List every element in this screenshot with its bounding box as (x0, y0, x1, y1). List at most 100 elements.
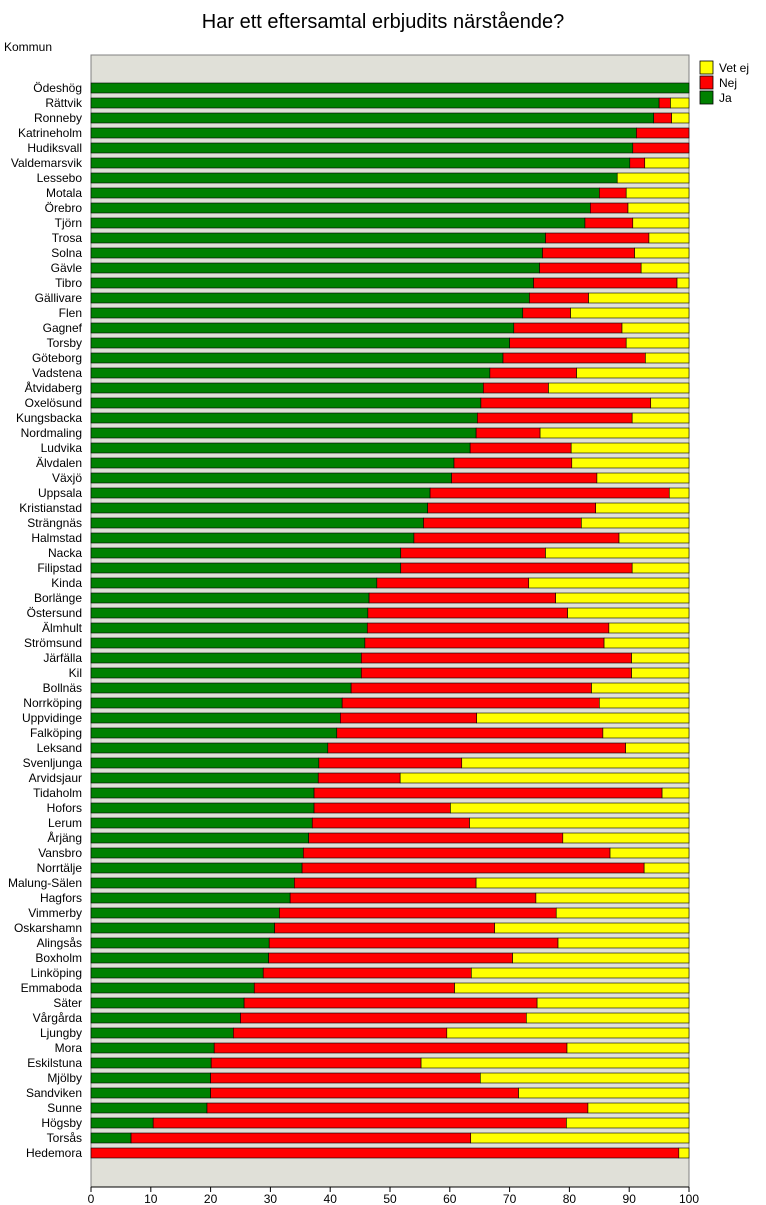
bar-ja (90, 382, 484, 394)
bar-nej (262, 967, 472, 979)
bar-ja (90, 907, 280, 919)
bar-vet-ej (535, 892, 690, 904)
category-label: Tibro (55, 276, 82, 290)
x-tick-label: 70 (503, 1192, 517, 1205)
category-label: Borlänge (34, 591, 82, 605)
bar-nej (213, 1042, 568, 1054)
bar-ja (90, 832, 309, 844)
category-label: Filipstad (37, 561, 82, 575)
bar-nej (243, 997, 538, 1009)
bar-nej (469, 442, 572, 454)
bar-vet-ej (661, 787, 690, 799)
bar-vet-ej (518, 1087, 690, 1099)
category-label: Kinda (51, 576, 82, 590)
bar-nej (210, 1057, 422, 1069)
category-label: Torsby (47, 336, 82, 350)
bar-nej (152, 1117, 567, 1129)
category-label: Gällivare (35, 291, 83, 305)
bar-vet-ej (479, 1072, 690, 1084)
bar-nej (653, 112, 672, 124)
legend-swatch (699, 60, 714, 75)
bar-nej (400, 562, 633, 574)
bar-nej (367, 607, 568, 619)
bar-vet-ej (570, 442, 690, 454)
bar-nej (233, 1027, 448, 1039)
legend-swatch (699, 75, 714, 90)
bar-ja (90, 697, 343, 709)
bar-vet-ej (587, 1102, 690, 1114)
bar-vet-ej (671, 112, 690, 124)
bar-ja (90, 1087, 211, 1099)
category-label: Gävle (51, 261, 83, 275)
x-tick-label: 40 (324, 1192, 338, 1205)
bar-nej (427, 502, 597, 514)
bar-vet-ej (643, 862, 690, 874)
bar-ja (90, 412, 478, 424)
bar-nej (533, 277, 678, 289)
category-label: Norrtälje (37, 861, 83, 875)
bar-vet-ej (631, 652, 690, 664)
category-label: Örebro (45, 201, 83, 215)
bar-vet-ej (668, 487, 690, 499)
category-label: Hedemora (26, 1146, 82, 1160)
bar-ja (90, 562, 402, 574)
bar-nej (529, 292, 589, 304)
bar-ja (90, 142, 634, 154)
category-label: Hagfors (40, 891, 82, 905)
bar-vet-ej (598, 697, 690, 709)
bar-vet-ej (566, 1117, 690, 1129)
bar-vet-ej (676, 277, 690, 289)
bar-vet-ej (454, 982, 690, 994)
bar-vet-ej (446, 1027, 690, 1039)
bar-nej (90, 1147, 680, 1159)
bar-vet-ej (650, 397, 690, 409)
bar-nej (336, 727, 604, 739)
bar-vet-ej (526, 1012, 690, 1024)
legend-swatch (699, 90, 714, 105)
y-axis-label: Kommun (4, 40, 52, 54)
bar-nej (253, 982, 455, 994)
bar-ja (90, 682, 352, 694)
category-label: Järfälla (43, 651, 82, 665)
bar-vet-ej (562, 832, 690, 844)
bar-ja (90, 967, 264, 979)
bar-nej (413, 532, 620, 544)
bar-ja (90, 1117, 154, 1129)
bar-ja (90, 517, 424, 529)
category-label: Falköping (30, 726, 82, 740)
bar-nej (366, 622, 610, 634)
category-label: Kristianstad (19, 501, 82, 515)
bar-nej (429, 487, 670, 499)
category-label: Östersund (27, 606, 82, 620)
bar-nej (240, 1012, 527, 1024)
bar-ja (90, 367, 491, 379)
bar-vet-ej (595, 502, 690, 514)
bar-vet-ej (469, 817, 690, 829)
bar-nej (584, 217, 634, 229)
bar-nej (590, 202, 629, 214)
bar-nej (279, 907, 557, 919)
bar-nej (206, 1102, 589, 1114)
bar-vet-ej (528, 577, 690, 589)
bar-ja (90, 577, 378, 589)
category-label: Tjörn (55, 216, 82, 230)
x-tick-label: 100 (679, 1192, 699, 1205)
bar-vet-ej (471, 967, 690, 979)
x-tick-label: 60 (443, 1192, 457, 1205)
bar-vet-ej (616, 172, 690, 184)
bar-vet-ej (625, 337, 690, 349)
bar-ja (90, 277, 534, 289)
bar-vet-ej (596, 472, 690, 484)
category-label: Sandviken (26, 1086, 82, 1100)
bar-ja (90, 637, 366, 649)
bar-vet-ej (670, 97, 690, 109)
bar-nej (313, 802, 451, 814)
bar-nej (451, 472, 598, 484)
category-label: Uppvidinge (22, 711, 82, 725)
bar-ja (90, 802, 315, 814)
chart-title: Har ett eftersamtal erbjudits närstående… (202, 11, 564, 33)
bar-vet-ej (475, 877, 690, 889)
x-axis: 0 10 20 30 40 50 60 70 80 90 100 (88, 1186, 699, 1205)
bar-nej (130, 1132, 472, 1144)
